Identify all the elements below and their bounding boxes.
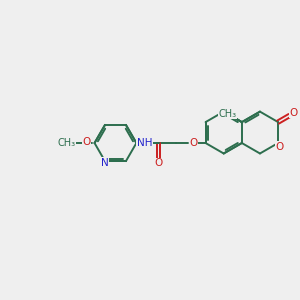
Text: O: O (82, 136, 91, 147)
Text: CH₃: CH₃ (58, 138, 76, 148)
Text: O: O (290, 108, 298, 118)
Text: O: O (275, 142, 284, 152)
Text: NH: NH (137, 138, 152, 148)
Text: O: O (190, 138, 198, 148)
Text: CH₃: CH₃ (218, 109, 236, 119)
Text: N: N (100, 158, 108, 168)
Text: O: O (155, 158, 163, 168)
